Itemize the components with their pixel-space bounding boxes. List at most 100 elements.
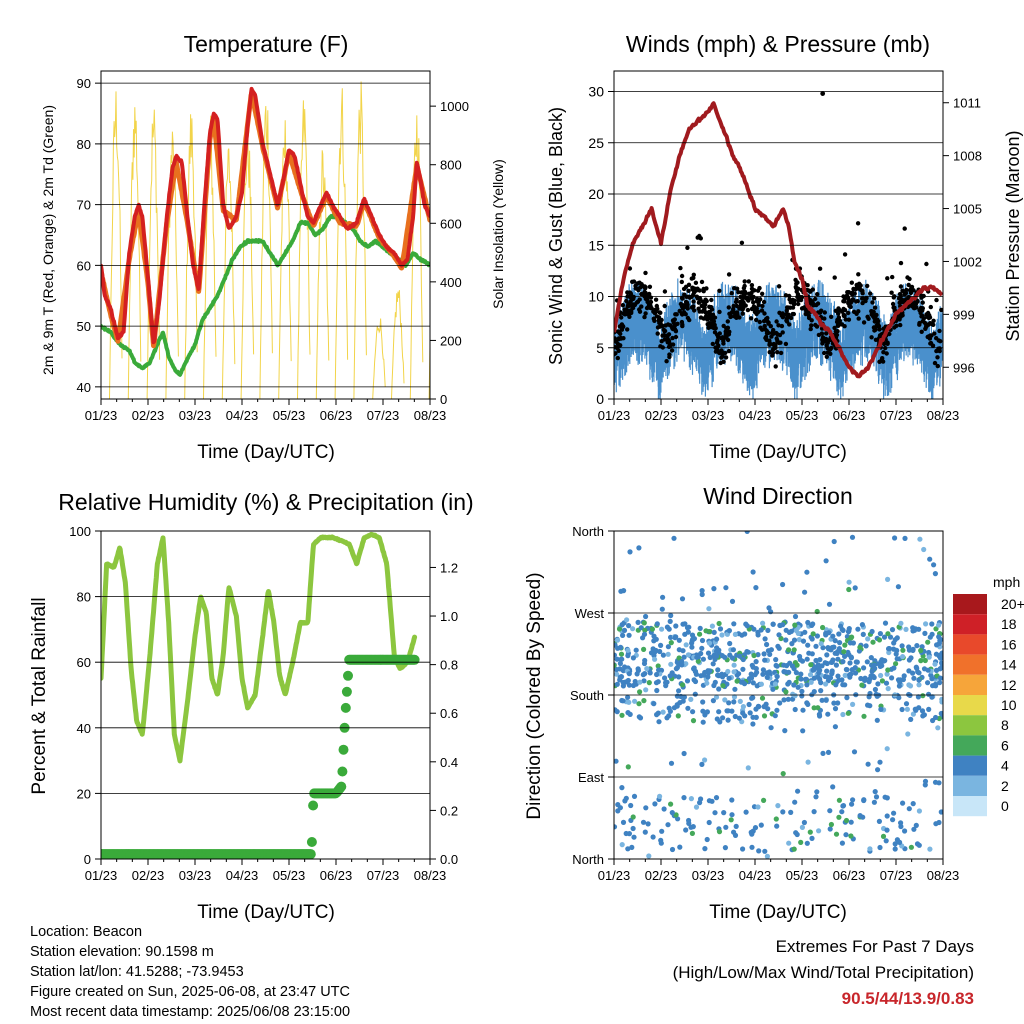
direction-point: [886, 646, 892, 652]
x-tick-label: 06/23: [320, 868, 353, 883]
direction-point: [897, 839, 903, 846]
direction-point: [665, 822, 671, 828]
direction-point: [828, 821, 835, 828]
direction-point: [829, 659, 835, 665]
direction-point: [885, 576, 891, 583]
direction-point: [938, 809, 943, 815]
direction-point: [758, 681, 765, 687]
gust-point: [723, 355, 729, 360]
y2-tick-label: 600: [440, 216, 462, 231]
direction-point: [630, 626, 636, 632]
direction-point: [711, 586, 717, 592]
direction-point: [725, 708, 731, 714]
x-tick-label: 04/23: [226, 408, 259, 423]
direction-point: [819, 663, 825, 669]
direction-point: [830, 784, 836, 790]
gust-point: [693, 280, 699, 285]
direction-point: [699, 588, 705, 594]
colorbar-label: 0: [1001, 798, 1009, 814]
gust-point: [871, 313, 876, 318]
direction-point: [842, 682, 848, 688]
direction-point: [836, 814, 842, 820]
direction-point: [690, 709, 696, 715]
gust-point: [795, 292, 801, 297]
direction-point: [671, 535, 677, 541]
gust-point: [880, 356, 885, 361]
direction-point: [698, 650, 704, 657]
direction-point: [664, 624, 671, 630]
y2-tick-label: 800: [440, 158, 462, 173]
gust-point: [629, 296, 634, 301]
precip-point: [308, 800, 319, 811]
direction-point: [745, 649, 751, 655]
direction-point: [786, 629, 793, 636]
colorbar-swatch: [953, 695, 987, 716]
precip-point: [340, 702, 351, 713]
direction-point: [849, 801, 855, 807]
gust-point: [841, 313, 847, 319]
direction-point: [809, 651, 815, 657]
gust-point: [623, 308, 628, 313]
direction-point: [740, 656, 746, 663]
direction-point: [690, 718, 697, 724]
gust-point: [632, 302, 638, 308]
direction-point: [826, 675, 833, 681]
direction-point: [937, 680, 943, 686]
direction-point: [627, 549, 633, 555]
direction-point: [902, 535, 908, 542]
direction-point: [693, 804, 700, 810]
y2-tick-label: 1002: [953, 254, 982, 269]
gust-point: [624, 298, 629, 304]
direction-point: [719, 671, 725, 677]
gust-point: [695, 286, 700, 291]
gust-point: [725, 319, 730, 324]
solar-pulse: [165, 131, 179, 399]
gust-point: [920, 306, 925, 311]
gust-point: [779, 323, 785, 329]
gust-point: [633, 286, 638, 291]
direction-point: [711, 682, 717, 689]
direction-point: [843, 832, 849, 838]
direction-point: [748, 671, 754, 677]
gust-point: [921, 316, 927, 321]
direction-point: [641, 631, 648, 637]
direction-point: [877, 844, 883, 851]
direction-point: [673, 634, 679, 640]
direction-point: [852, 585, 858, 591]
direction-point: [824, 660, 830, 667]
gust-point: [936, 346, 941, 351]
colorbar-label: 14: [1001, 657, 1017, 673]
gust-point: [645, 299, 650, 305]
direction-point: [835, 656, 841, 662]
gust-point: [651, 309, 656, 314]
gust-point: [789, 315, 794, 321]
direction-point: [804, 569, 810, 575]
gust-point: [734, 303, 739, 309]
y-tick-label: 20: [77, 786, 91, 801]
direction-point: [614, 656, 620, 662]
direction-point: [705, 650, 712, 656]
direction-point: [715, 667, 721, 673]
direction-point: [837, 640, 843, 646]
direction-point: [675, 816, 681, 822]
gust-point: [860, 288, 865, 294]
direction-point: [810, 621, 816, 627]
gust-point: [761, 319, 767, 324]
direction-point: [668, 661, 674, 667]
direction-point: [939, 660, 943, 666]
gust-point: [903, 291, 908, 296]
gust-point: [819, 308, 824, 313]
direction-point: [641, 698, 647, 704]
direction-point: [626, 831, 633, 837]
gust-point: [822, 310, 827, 315]
direction-point: [937, 636, 943, 642]
direction-point: [922, 778, 929, 784]
direction-point: [768, 725, 774, 731]
direction-point: [750, 569, 756, 575]
direction-point: [833, 831, 840, 837]
gust-point: [700, 309, 705, 314]
gust-point: [665, 334, 670, 339]
direction-point: [891, 646, 897, 652]
gust-point: [630, 279, 635, 284]
colorbar-label: 20+: [1001, 596, 1024, 612]
